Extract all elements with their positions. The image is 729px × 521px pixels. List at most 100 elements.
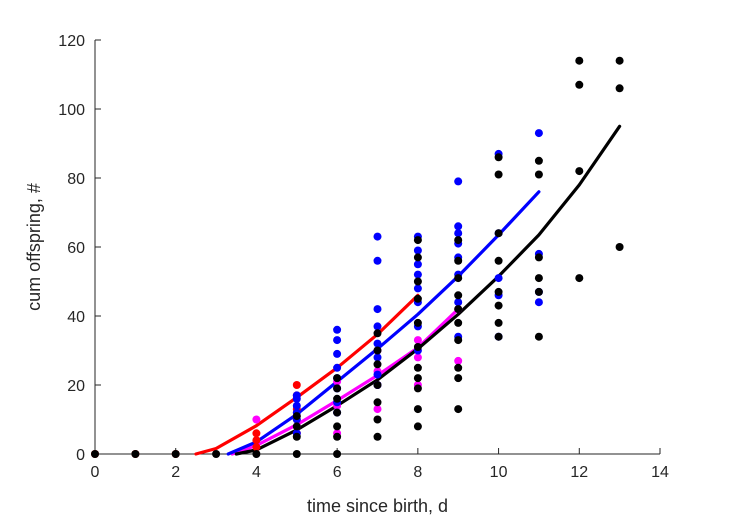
y-tick-label: 20 [67, 378, 85, 395]
x-tick-label: 12 [570, 464, 588, 481]
data-point [413, 260, 422, 269]
data-point [534, 253, 543, 262]
data-point [292, 422, 301, 431]
y-tick-label: 80 [67, 171, 85, 188]
data-point [333, 450, 342, 458]
data-point [454, 356, 463, 365]
data-point [373, 398, 382, 407]
data-point [212, 450, 221, 458]
data-point [373, 346, 382, 355]
data-point [373, 381, 382, 389]
data-point [413, 294, 422, 303]
data-point [413, 277, 422, 286]
data-point [534, 156, 543, 165]
data-point [534, 170, 543, 179]
data-point [252, 450, 261, 458]
data-point [575, 167, 584, 176]
y-tick-label: 100 [58, 102, 85, 119]
data-point [333, 336, 342, 345]
data-point [131, 450, 140, 458]
data-point [575, 274, 584, 283]
data-point [454, 229, 463, 238]
data-point [615, 56, 624, 65]
data-point [454, 177, 463, 186]
data-point [373, 232, 382, 241]
y-tick-label: 60 [67, 240, 85, 257]
series-points [91, 56, 624, 458]
y-axis-label: cum offspring, # [24, 183, 44, 311]
data-point [454, 298, 463, 307]
data-point [494, 256, 503, 265]
data-point [575, 80, 584, 89]
data-point [373, 339, 382, 348]
data-point [373, 370, 382, 379]
data-point [333, 325, 342, 334]
data-point [292, 381, 301, 389]
data-point [413, 422, 422, 431]
x-axis-label: time since birth, d [307, 496, 448, 516]
data-point [333, 349, 342, 358]
data-point [454, 405, 463, 414]
data-point [252, 429, 261, 438]
y-axis-ticks: 0 20 40 60 80 100 120 [58, 33, 101, 464]
x-tick-label: 4 [252, 464, 261, 481]
data-point [292, 412, 301, 421]
data-point [494, 301, 503, 310]
data-point [413, 270, 422, 279]
data-point [413, 374, 422, 383]
data-point [454, 222, 463, 231]
data-point [413, 363, 422, 372]
x-tick-label: 2 [171, 464, 180, 481]
data-point [413, 384, 422, 393]
x-tick-label: 14 [651, 464, 669, 481]
data-point [413, 246, 422, 255]
data-point [494, 287, 503, 296]
data-point [373, 360, 382, 369]
data-point [373, 353, 382, 362]
plot-area [91, 56, 624, 458]
data-point [333, 394, 342, 403]
data-point [494, 229, 503, 238]
data-point [292, 432, 301, 441]
y-tick-label: 120 [58, 33, 85, 50]
data-point [454, 274, 463, 283]
data-point [534, 298, 543, 307]
data-point [534, 129, 543, 138]
data-point [454, 236, 463, 245]
data-point [454, 305, 463, 314]
data-point [413, 353, 422, 362]
data-point [494, 332, 503, 341]
data-point [454, 318, 463, 327]
data-point [413, 253, 422, 262]
data-point [292, 450, 301, 458]
data-point [373, 432, 382, 441]
y-tick-label: 40 [67, 309, 85, 326]
data-point [534, 274, 543, 283]
data-point [373, 256, 382, 265]
data-point [333, 432, 342, 441]
data-point [575, 56, 584, 65]
data-point [454, 336, 463, 345]
data-point [413, 284, 422, 293]
data-point [494, 170, 503, 179]
data-point [454, 363, 463, 372]
data-point [333, 374, 342, 383]
data-point [252, 443, 261, 452]
data-point [292, 391, 301, 400]
data-point [171, 450, 180, 458]
data-point [413, 318, 422, 327]
data-point [91, 450, 99, 458]
x-tick-label: 0 [91, 464, 100, 481]
x-axis-ticks: 0 2 4 6 8 10 12 14 [91, 448, 669, 481]
data-point [454, 374, 463, 383]
x-tick-label: 6 [333, 464, 342, 481]
data-point [333, 408, 342, 417]
data-point [333, 363, 342, 372]
data-point [373, 415, 382, 424]
data-point [494, 274, 503, 283]
data-point [292, 401, 301, 410]
data-point [615, 84, 624, 93]
data-point [454, 291, 463, 300]
